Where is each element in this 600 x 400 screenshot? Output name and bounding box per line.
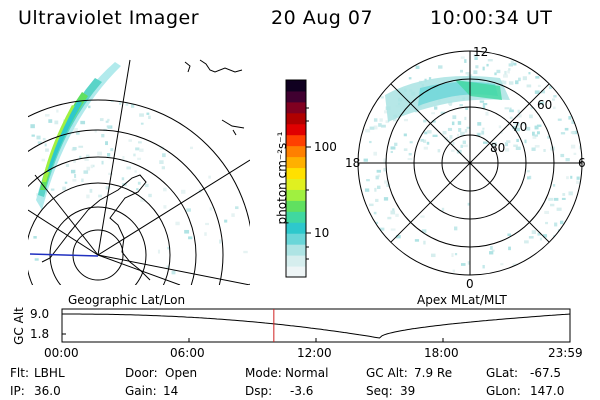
colorbar-tick-10: 10 xyxy=(314,226,330,240)
latitude-circle xyxy=(28,129,224,285)
earth-limb xyxy=(28,99,250,285)
longitude-line xyxy=(97,254,250,285)
door-value: Open xyxy=(165,366,198,380)
color-bar-cell xyxy=(286,134,306,147)
seq-label: Seq: xyxy=(366,384,393,398)
coastlines xyxy=(41,59,245,281)
geo-auroral-arc xyxy=(36,62,121,210)
color-bar-cell xyxy=(286,112,306,125)
colorbar-tick-100: 100 xyxy=(314,140,337,154)
altitude-xtick-1200: 12:00 xyxy=(297,346,332,360)
latitude-circle xyxy=(28,156,197,285)
mode-label: Mode: xyxy=(245,366,282,380)
color-bar-cell xyxy=(286,101,306,114)
longitude-line xyxy=(97,59,131,256)
gcalt-value: 7.9 Re xyxy=(414,366,453,380)
altitude-curve xyxy=(62,313,571,339)
dsp-label: Dsp: xyxy=(245,384,273,398)
color-bar-cell xyxy=(286,266,306,278)
flt-value: LBHL xyxy=(34,366,65,380)
glat-value: -67.5 xyxy=(530,366,562,380)
mlt-diagonal xyxy=(390,83,550,243)
color-bar xyxy=(285,79,311,278)
color-bar-cell xyxy=(286,145,306,158)
door-label: Door: xyxy=(125,366,158,380)
gcalt-label: GC Alt: xyxy=(366,366,408,380)
color-bar-frame xyxy=(285,79,307,278)
altitude-xtick-0000: 00:00 xyxy=(44,346,79,360)
colorbar-unit-label: photon cm⁻²s⁻¹ xyxy=(275,131,289,225)
mlat-label-80: 80 xyxy=(490,141,506,155)
ip-value: 36.0 xyxy=(34,384,61,398)
mlat-label-70: 70 xyxy=(512,120,528,134)
observation-time: 10:00:34 UT xyxy=(430,7,553,29)
gain-value: 14 xyxy=(163,384,179,398)
color-bar-cell xyxy=(286,189,306,201)
mlt-polar-plot xyxy=(357,50,583,276)
altitude-xtick-2359: 23:59 xyxy=(548,346,583,360)
flt-label: Flt: xyxy=(10,366,29,380)
color-bar-cell xyxy=(286,123,306,136)
mlt-label-18: 18 xyxy=(345,156,361,170)
geographic-map xyxy=(28,59,250,285)
color-bar-cell xyxy=(286,90,306,103)
color-bar-cell xyxy=(286,255,306,267)
mlat-label-60: 60 xyxy=(537,98,553,112)
altitude-xtick-1800: 18:00 xyxy=(424,346,459,360)
longitude-line xyxy=(97,254,181,285)
glon-label: GLon: xyxy=(486,384,521,398)
satellite-footprint-line xyxy=(29,253,99,257)
right-panel-label: Apex MLat/MLT xyxy=(417,293,507,307)
dsp-value: -3.6 xyxy=(290,384,314,398)
color-bar-cell xyxy=(286,156,306,169)
mlt-label-0: 0 xyxy=(466,277,474,291)
color-bar-cell xyxy=(286,244,306,256)
altitude-xtick-0600: 06:00 xyxy=(170,346,205,360)
altitude-plot-frame xyxy=(61,308,571,343)
altitude-plot xyxy=(61,308,571,343)
longitude-line xyxy=(34,174,99,256)
color-bar-cell xyxy=(286,167,306,179)
app-title: Ultraviolet Imager xyxy=(18,7,200,29)
longitude-line xyxy=(97,159,250,256)
mlt-label-12: 12 xyxy=(473,45,489,59)
seq-value: 39 xyxy=(400,384,416,398)
color-bar-cell xyxy=(286,80,306,92)
altitude-ytick-low: 1.8 xyxy=(30,327,50,341)
ip-label: IP: xyxy=(10,384,25,398)
gain-label: Gain: xyxy=(125,384,157,398)
mlt-auroral-oval xyxy=(385,76,510,122)
altitude-ytick-high: 9.0 xyxy=(30,307,50,321)
mlt-label-6: 6 xyxy=(578,156,586,170)
color-bar-cell xyxy=(286,211,306,223)
longitude-line xyxy=(28,209,99,256)
glat-label: GLat: xyxy=(486,366,519,380)
color-bar-cell xyxy=(286,222,306,234)
observation-date: 20 Aug 07 xyxy=(271,7,374,29)
left-panel-label: Geographic Lat/Lon xyxy=(68,293,186,307)
latitude-circle xyxy=(28,182,171,285)
mode-value: Normal xyxy=(285,366,329,380)
glon-value: 147.0 xyxy=(530,384,565,398)
altitude-ylabel: GC Alt xyxy=(12,307,26,345)
color-bar-cell xyxy=(286,178,306,190)
color-bar-cell xyxy=(286,200,306,212)
color-bar-cell xyxy=(286,233,306,245)
